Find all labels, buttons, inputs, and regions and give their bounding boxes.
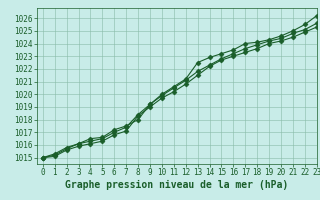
X-axis label: Graphe pression niveau de la mer (hPa): Graphe pression niveau de la mer (hPa) [65, 180, 288, 190]
